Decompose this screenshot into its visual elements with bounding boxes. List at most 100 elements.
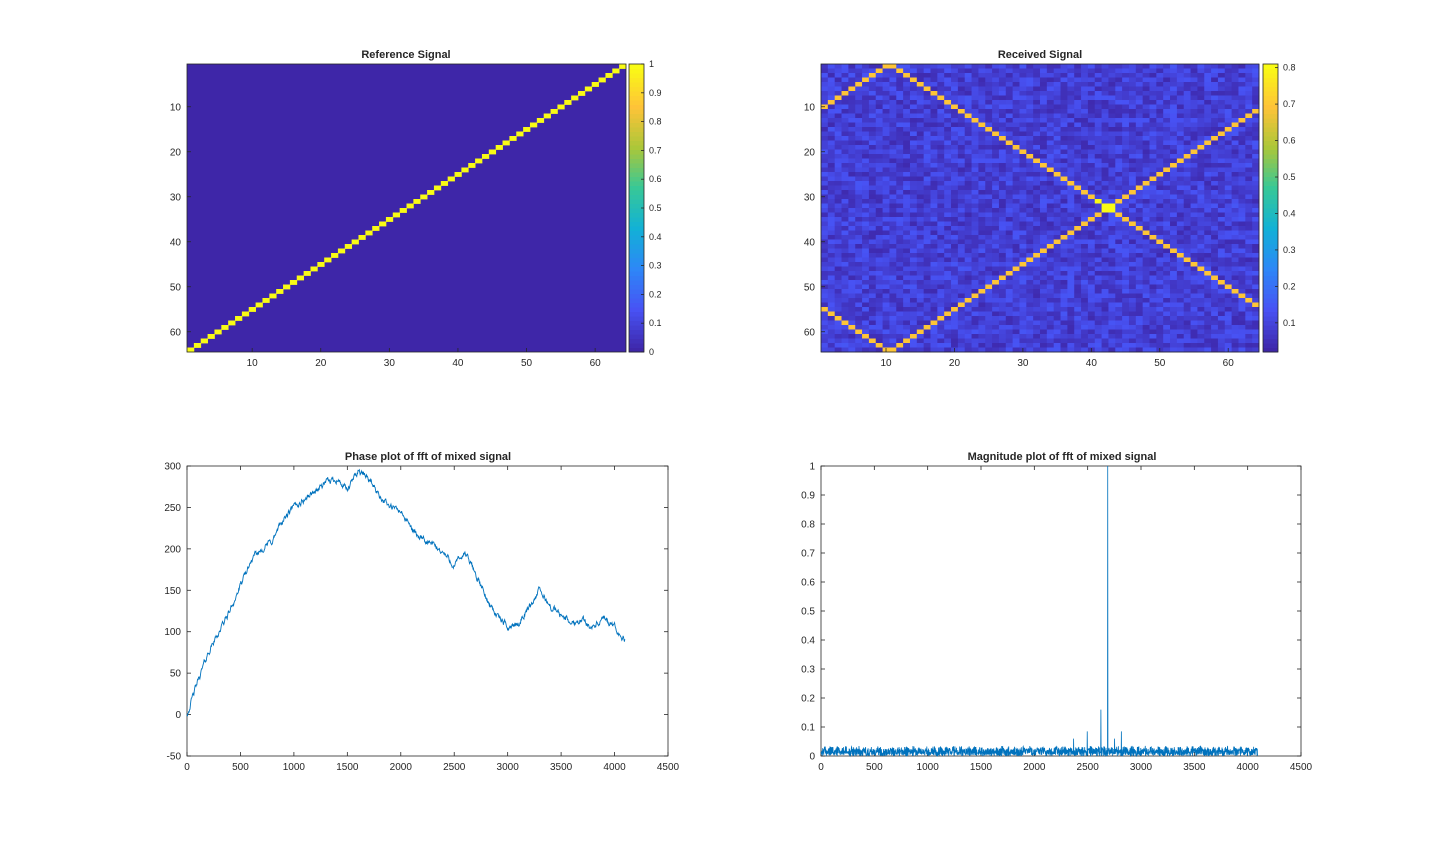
heatmap-cell [1060,262,1068,267]
heatmap-cell [1252,185,1260,191]
heatmap-cell [1142,239,1150,245]
heatmap-cell [964,86,972,92]
heatmap-cell [1094,221,1102,227]
heatmap-cell [855,302,863,308]
heatmap-cell [909,77,918,83]
heatmap-cell [1176,338,1185,344]
heatmap-cell [1224,257,1233,263]
colorbar-segment [1263,338,1278,344]
heatmap-cell [1149,167,1157,173]
heatmap-cell [1019,172,1027,177]
heatmap-cell [937,64,945,69]
heatmap-cell [992,257,1000,263]
heatmap-cell [1046,235,1055,240]
heatmap-cell [930,64,938,69]
heatmap-cell [1005,248,1014,254]
heatmap-cell [978,275,986,281]
heatmap-cell [998,329,1007,335]
heatmap-cell [896,172,904,177]
heatmap-cell [951,262,959,267]
heatmap-cell [992,64,1000,69]
heatmap-cell [1149,253,1157,258]
heatmap-cell [1101,239,1109,245]
heatmap-cell [951,253,959,258]
heatmap-cell [1019,329,1027,335]
heatmap-cell [1245,320,1253,326]
y-tick-label: 0 [175,710,181,721]
heatmap-cell [868,172,877,177]
heatmap-cell [1224,230,1233,236]
heatmap-cell [1053,64,1061,69]
heatmap-cell [868,194,877,200]
heatmap-cell [855,154,863,159]
heatmap-cell [1238,122,1246,128]
heatmap-cell [1156,86,1164,92]
heatmap-cell [1067,91,1075,96]
heatmap-cell [889,316,897,321]
heatmap-cell [862,167,870,173]
heatmap-cell [1067,248,1075,254]
colorbar-tick-label: 0.8 [649,117,662,127]
heatmap-cell [1135,262,1144,267]
heatmap-cell [1211,293,1219,299]
heatmap-cell [992,140,1000,146]
heatmap-cell [930,275,938,281]
heatmap-cell [834,181,842,186]
heatmap-cell [1040,176,1048,182]
heatmap-cell [1087,172,1096,177]
heatmap-cell [951,122,959,128]
heatmap-cell [1012,109,1020,114]
heatmap-cell [875,86,883,92]
heatmap-cell [937,329,945,335]
heatmap-cell [964,158,972,164]
heatmap-cell [1190,262,1198,267]
heatmap-cell [944,91,952,96]
heatmap-cell [1197,181,1205,186]
heatmap-cell [1190,199,1198,204]
heatmap-cell [1224,158,1233,164]
heatmap-cell [577,91,586,96]
heatmap-cell [841,154,849,159]
heatmap-cell [909,208,918,213]
heatmap-cell [1122,181,1130,186]
heatmap-cell [875,190,883,195]
heatmap-cell [516,131,524,137]
heatmap-cell [841,118,849,123]
heatmap-cell [1197,293,1205,299]
heatmap-cell [978,253,986,258]
heatmap-cell [1040,136,1048,141]
heatmap-cell [930,154,938,159]
heatmap-cell [923,248,931,254]
heatmap-cell [1040,113,1048,119]
heatmap-cell [1183,163,1191,168]
heatmap-cell [1115,307,1123,312]
heatmap-cell [1122,284,1130,290]
heatmap-cell [1094,163,1102,168]
heatmap-cell [1067,325,1075,330]
heatmap-cell [923,118,931,123]
heatmap-cell [1135,82,1144,87]
heatmap-cell [1053,320,1061,326]
heatmap-cell [827,82,836,87]
heatmap-cell [951,226,959,231]
heatmap-cell [868,298,877,303]
heatmap-cell [848,248,856,254]
heatmap-cell [855,131,863,137]
y-tick-label: 40 [804,237,816,248]
heatmap-cell [1122,149,1130,155]
heatmap-cell [855,253,863,258]
heatmap-cell [992,338,1000,344]
heatmap-cell [862,320,870,326]
heatmap-cell [821,163,829,168]
heatmap-cell [896,194,904,200]
heatmap-cell [978,91,986,96]
heatmap-cell [1026,158,1034,164]
colorbar-tick-label: 0.4 [649,232,662,242]
heatmap-cell [998,127,1007,132]
heatmap-cell [964,226,972,231]
heatmap-cell [1183,212,1191,218]
heatmap-cell [882,163,890,168]
x-tick-label: 2000 [390,762,413,773]
heatmap-cell [923,154,931,159]
heatmap-cell [1224,266,1233,272]
